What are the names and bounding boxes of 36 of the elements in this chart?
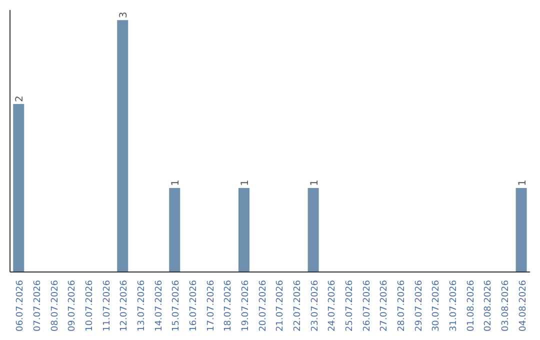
x-tick-label: 01.08.2026 — [466, 280, 476, 332]
x-tick-label: 15.07.2026 — [172, 280, 182, 332]
x-tick-label: 17.07.2026 — [206, 280, 216, 332]
x-tick-label: 11.07.2026 — [102, 280, 112, 332]
x-tick-label: 23.07.2026 — [310, 280, 320, 332]
x-tick-label: 07.07.2026 — [33, 280, 43, 332]
x-tick-label: 26.07.2026 — [362, 280, 372, 332]
x-tick-label: 22.07.2026 — [293, 280, 303, 332]
x-tick-label: 25.07.2026 — [345, 280, 355, 332]
x-tick-label: 04.08.2026 — [518, 280, 528, 332]
data-label: 1 — [309, 180, 320, 186]
x-tick-label: 20.07.2026 — [258, 280, 268, 332]
x-tick-label: 19.07.2026 — [241, 280, 251, 332]
x-tick-label: 21.07.2026 — [276, 280, 286, 332]
data-label: 1 — [240, 180, 251, 186]
data-label: 1 — [170, 180, 182, 186]
x-tick-label: 06.07.2026 — [16, 280, 26, 332]
x-tick-label: 14.07.2026 — [154, 280, 164, 332]
x-tick-label: 30.07.2026 — [432, 280, 442, 332]
x-tick-label: 12.07.2026 — [120, 280, 130, 332]
x-tick-label: 24.07.2026 — [328, 280, 338, 332]
x-tick-label: 10.07.2026 — [85, 280, 95, 332]
x-tick-label: 08.07.2026 — [50, 280, 60, 332]
x-tick-label: 02.08.2026 — [484, 280, 494, 332]
data-label: 1 — [517, 180, 528, 186]
x-tick-label: 16.07.2026 — [189, 280, 199, 332]
x-tick-label: 09.07.2026 — [68, 280, 78, 332]
x-tick-label: 29.07.2026 — [414, 280, 424, 332]
x-tick-label: 03.08.2026 — [501, 280, 511, 332]
x-tick-label: 31.07.2026 — [449, 280, 459, 332]
x-tick-label: 18.07.2026 — [224, 280, 234, 332]
x-tick-label: 27.07.2026 — [380, 280, 390, 332]
data-label: 3 — [118, 12, 130, 18]
data-label: 2 — [14, 96, 26, 102]
x-tick-label: 28.07.2026 — [397, 280, 407, 332]
x-tick-label: 13.07.2026 — [137, 280, 147, 332]
